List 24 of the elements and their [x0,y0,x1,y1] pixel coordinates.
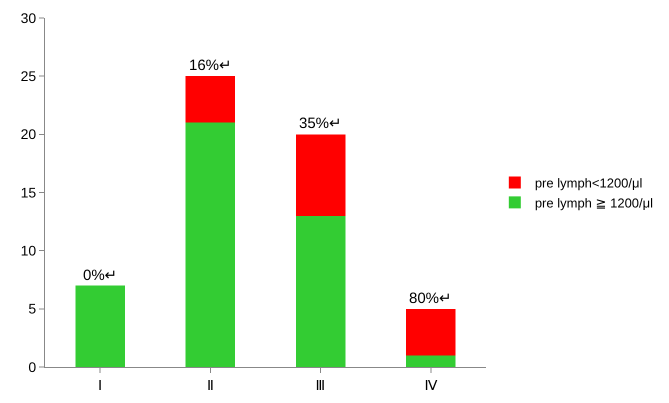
legend-label: pre lymph<1200/μl [534,176,643,191]
annotation: 16%↵ [189,57,232,74]
y-tick-label: 15 [20,184,36,200]
bar [186,122,236,367]
bar [186,76,236,123]
x-tick-label: Ⅱ [206,376,214,393]
y-tick-label: 10 [20,242,36,259]
bar [296,216,346,367]
annotation: 35%↵ [299,115,342,132]
y-tick-label: 5 [28,300,36,317]
annotation: 0%↵ [83,267,118,284]
annotation: 80%↵ [409,290,452,307]
legend-label: pre lymph ≧ 1200/μl [534,195,654,210]
x-tick-label: Ⅰ [98,376,102,393]
bar [406,308,456,356]
x-tick-label: Ⅲ [316,376,326,393]
bar [296,134,346,216]
x-tick-label: Ⅳ [424,376,438,393]
bar [75,286,125,367]
y-tick-label: 30 [20,10,36,26]
bar [406,355,456,367]
y-tick-label: 25 [20,68,36,84]
y-tick-label: 20 [20,126,36,142]
y-tick-label: 0 [28,358,36,375]
